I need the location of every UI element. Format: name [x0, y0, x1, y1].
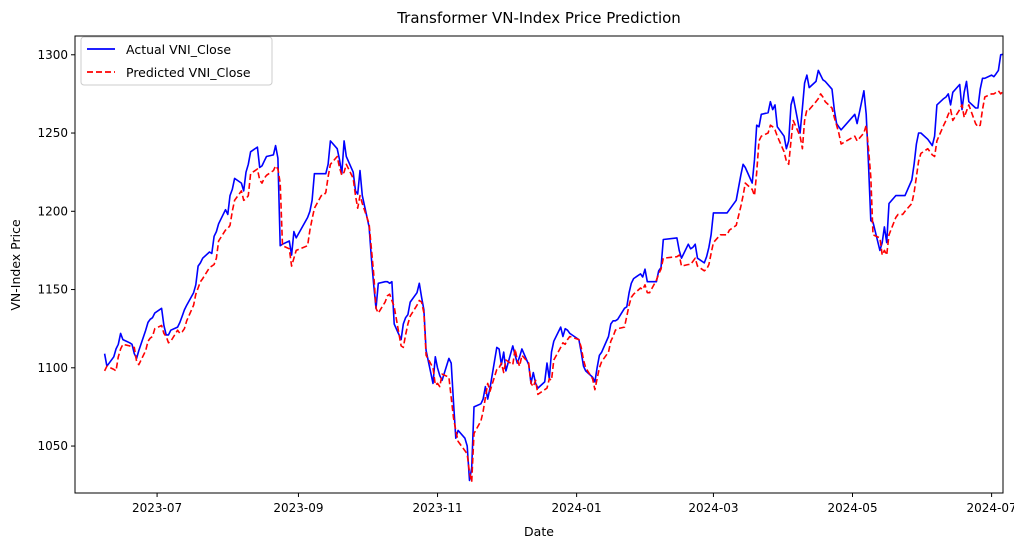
- x-tick-label: 2024-05: [827, 501, 877, 515]
- y-tick-label: 1200: [37, 204, 68, 218]
- series-line-actual: [103, 53, 1003, 482]
- y-tick-label: 1150: [37, 283, 68, 297]
- x-tick-label: 2024-03: [688, 501, 738, 515]
- y-axis-label: VN-Index Price: [8, 219, 23, 311]
- x-tick-label: 2023-11: [412, 501, 462, 515]
- y-tick-label: 1050: [37, 439, 68, 453]
- chart-title: Transformer VN-Index Price Prediction: [396, 9, 681, 27]
- legend-label-actual: Actual VNI_Close: [126, 42, 231, 57]
- series-line-predicted: [103, 90, 1003, 483]
- y-tick-label: 1100: [37, 361, 68, 375]
- x-tick-label: 2023-09: [273, 501, 323, 515]
- x-tick-label: 2024-07: [967, 501, 1014, 515]
- legend-box: [80, 36, 273, 86]
- plot-frame: [74, 35, 1004, 494]
- y-tick-label: 1250: [37, 126, 68, 140]
- y-tick-label: 1300: [37, 48, 68, 62]
- y-axis: 1050 1100 1150 1200 1250 1300: [37, 48, 75, 453]
- series-layer: [103, 53, 1003, 483]
- x-tick-label: 2023-07: [132, 501, 182, 515]
- x-axis: 2023-07 2023-09 2023-11 2024-01 2024-03 2024-…: [132, 493, 1014, 515]
- x-axis-label: Date: [524, 524, 554, 539]
- legend-label-predicted: Predicted VNI_Close: [126, 65, 251, 80]
- legend: Actual VNI_Close Predicted VNI_Close: [80, 36, 273, 86]
- x-tick-label: 2024-01: [552, 501, 602, 515]
